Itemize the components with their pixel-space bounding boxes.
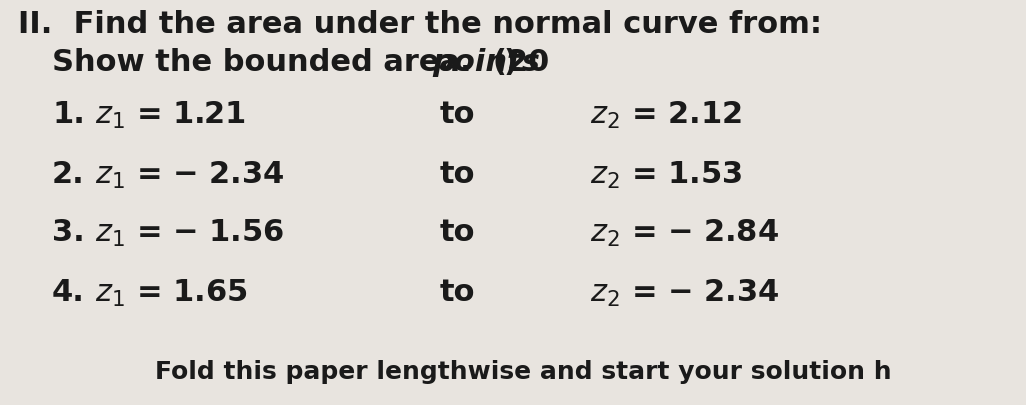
Text: 2.: 2.: [52, 160, 85, 189]
Text: to: to: [440, 100, 475, 129]
Text: $z_2$ = 2.12: $z_2$ = 2.12: [590, 100, 742, 131]
Text: points: points: [432, 48, 540, 77]
Text: ): ): [504, 48, 518, 77]
Text: 3.: 3.: [52, 217, 85, 246]
Text: $z_1$ = − 1.56: $z_1$ = − 1.56: [95, 217, 284, 249]
Text: 1.: 1.: [52, 100, 85, 129]
Text: Fold this paper lengthwise and start your solution h: Fold this paper lengthwise and start you…: [155, 359, 892, 383]
Text: to: to: [440, 160, 475, 189]
Text: $z_2$ = 1.53: $z_2$ = 1.53: [590, 160, 742, 191]
Text: $z_1$ = − 2.34: $z_1$ = − 2.34: [95, 160, 284, 191]
Text: 4.: 4.: [52, 277, 85, 306]
Text: Show the bounded area.  (20: Show the bounded area. (20: [52, 48, 560, 77]
Text: to: to: [440, 217, 475, 246]
Text: to: to: [440, 277, 475, 306]
Text: $z_2$ = − 2.84: $z_2$ = − 2.84: [590, 217, 779, 249]
Text: $z_2$ = − 2.34: $z_2$ = − 2.34: [590, 277, 780, 308]
Text: II.  Find the area under the normal curve from:: II. Find the area under the normal curve…: [18, 10, 822, 39]
Text: $z_1$ = 1.65: $z_1$ = 1.65: [95, 277, 247, 308]
Text: $z_1$ = 1.21: $z_1$ = 1.21: [95, 100, 246, 131]
